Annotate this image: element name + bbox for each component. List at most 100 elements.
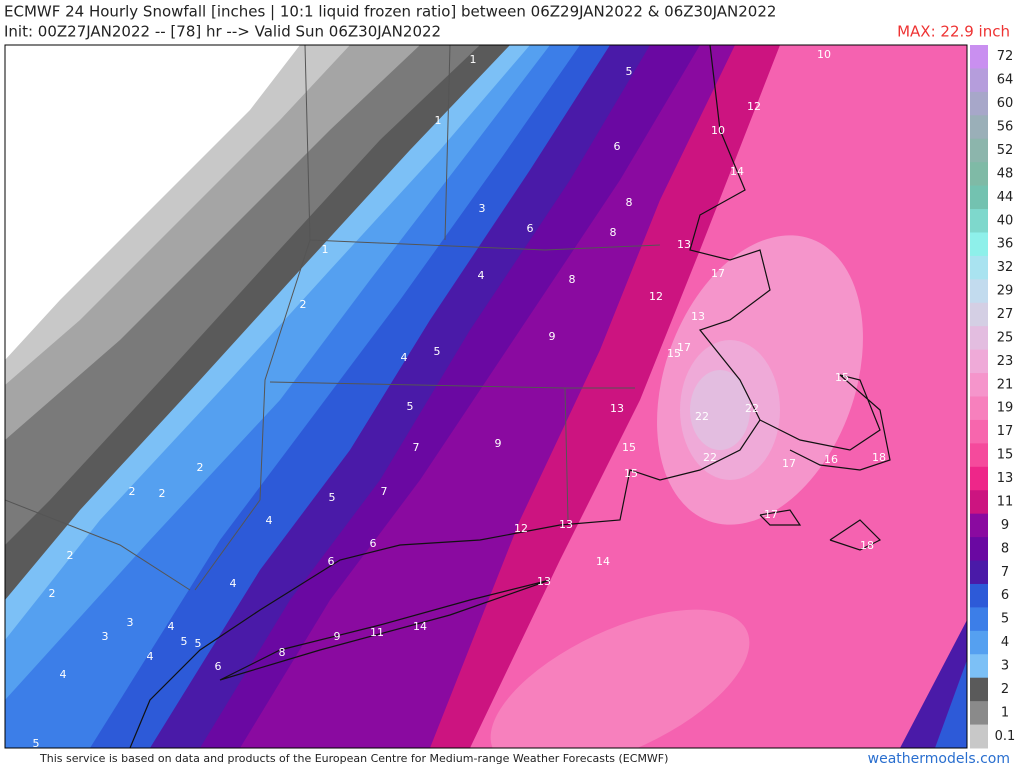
- colorbar-swatch: [970, 45, 988, 69]
- contour-label: 17: [677, 341, 691, 354]
- contour-label: 6: [370, 537, 377, 550]
- colorbar-label: 6: [1001, 588, 1009, 603]
- contour-label: 5: [434, 345, 441, 358]
- colorbar-label: 44: [997, 190, 1014, 205]
- colorbar-swatch: [970, 162, 988, 187]
- colorbar-swatch: [970, 326, 988, 351]
- colorbar-swatch: [970, 466, 988, 491]
- contour-label: 2: [67, 549, 74, 562]
- contour-label: 17: [764, 508, 778, 521]
- contour-label: 13: [610, 402, 624, 415]
- contour-label: 13: [691, 310, 705, 323]
- contour-label: 3: [127, 616, 134, 629]
- colorbar-label: 29: [997, 284, 1014, 299]
- colorbar-swatch: [970, 677, 988, 702]
- contour-label: 17: [782, 457, 796, 470]
- colorbar-swatch: [970, 701, 988, 726]
- site-name[interactable]: weathermodels.com: [868, 751, 1010, 767]
- contour-label: 18: [860, 539, 874, 552]
- colorbar-label: 56: [997, 120, 1014, 135]
- colorbar-label: 25: [997, 330, 1014, 345]
- contour-label: 5: [195, 637, 202, 650]
- contour-label: 9: [549, 330, 556, 343]
- colorbar-label: 7: [1001, 565, 1009, 580]
- colorbar-label: 1: [1001, 705, 1009, 720]
- colorbar-swatch: [970, 255, 988, 280]
- contour-label: 5: [626, 65, 633, 78]
- contour-label: 8: [569, 273, 576, 286]
- contour-label: 15: [624, 467, 638, 480]
- colorbar-label: 52: [997, 143, 1014, 158]
- colorbar-label: 27: [997, 307, 1014, 322]
- contour-label: 14: [730, 165, 744, 178]
- colorbar-label: 4: [1001, 635, 1009, 650]
- contour-label: 4: [478, 269, 485, 282]
- colorbar-swatch: [970, 513, 988, 538]
- contour-label: 13: [559, 518, 573, 531]
- contour-label: 17: [711, 267, 725, 280]
- colorbar-swatch: [970, 630, 988, 655]
- contour-label: 4: [230, 577, 237, 590]
- colorbar-label: 36: [997, 237, 1014, 252]
- colorbar-label: 2: [1001, 682, 1009, 697]
- contour-label: 13: [677, 238, 691, 251]
- colorbar-swatch: [970, 302, 988, 327]
- colorbar-label: 32: [997, 260, 1014, 275]
- contour-label: 2: [300, 298, 307, 311]
- contour-label: 9: [495, 437, 502, 450]
- colorbar-label: 8: [1001, 541, 1009, 556]
- colorbar-swatch: [970, 373, 988, 397]
- colorbar-swatch: [970, 724, 988, 749]
- contour-label: 12: [514, 522, 528, 535]
- colorbar-swatch: [970, 607, 988, 632]
- colorbar-swatch: [970, 279, 988, 304]
- contour-label: 5: [181, 635, 188, 648]
- contour-label: 15: [835, 371, 849, 384]
- contour-label: 11: [370, 626, 384, 639]
- colorbar-swatch: [970, 138, 988, 163]
- contour-label: 12: [649, 290, 663, 303]
- contour-label: 15: [622, 441, 636, 454]
- colorbar-label: 48: [997, 166, 1014, 181]
- colorbar-label: 19: [997, 401, 1014, 416]
- colorbar-swatch: [970, 349, 988, 374]
- colorbar-label: 64: [997, 73, 1014, 88]
- colorbar-label: 0.1: [995, 729, 1016, 744]
- contour-label: 3: [102, 630, 109, 643]
- contour-label: 4: [60, 668, 67, 681]
- contour-label: 14: [413, 620, 427, 633]
- colorbar-swatch: [970, 583, 988, 608]
- contour-label: 4: [168, 620, 175, 633]
- colorbar-swatch: [970, 560, 988, 585]
- contour-label: 7: [381, 485, 388, 498]
- subtitle: Init: 00Z27JAN2022 -- [78] hr --> Valid …: [4, 23, 441, 41]
- colorbar-swatch: [970, 490, 988, 515]
- contour-label: 6: [215, 660, 222, 673]
- contour-label: 6: [527, 222, 534, 235]
- colorbar-swatch: [970, 654, 988, 679]
- contour-label: 2: [197, 461, 204, 474]
- colorbar-swatch: [970, 396, 988, 421]
- contour-label: 9: [334, 630, 341, 643]
- colorbar-label: 40: [997, 213, 1014, 228]
- colorbar-swatch: [970, 91, 988, 116]
- colorbar-label: 5: [1001, 612, 1009, 627]
- colorbar-swatch: [970, 209, 988, 233]
- contour-label: 7: [413, 441, 420, 454]
- contour-label: 22: [745, 402, 759, 415]
- contour-label: 2: [159, 487, 166, 500]
- colorbar-swatch: [970, 185, 988, 210]
- title: ECMWF 24 Hourly Snowfall [inches | 10:1 …: [4, 3, 776, 21]
- contour-label: 6: [614, 140, 621, 153]
- colorbar-swatch: [970, 419, 988, 444]
- colorbar-label: 9: [1001, 518, 1009, 533]
- contour-label: 4: [401, 351, 408, 364]
- contour-label: 2: [129, 485, 136, 498]
- colorbar-label: 60: [997, 96, 1014, 111]
- contour-label: 8: [279, 646, 286, 659]
- contour-label: 2: [49, 587, 56, 600]
- colorbar-label: 15: [997, 448, 1014, 463]
- colorbar-label: 17: [997, 424, 1014, 439]
- contour-label: 3: [479, 202, 486, 215]
